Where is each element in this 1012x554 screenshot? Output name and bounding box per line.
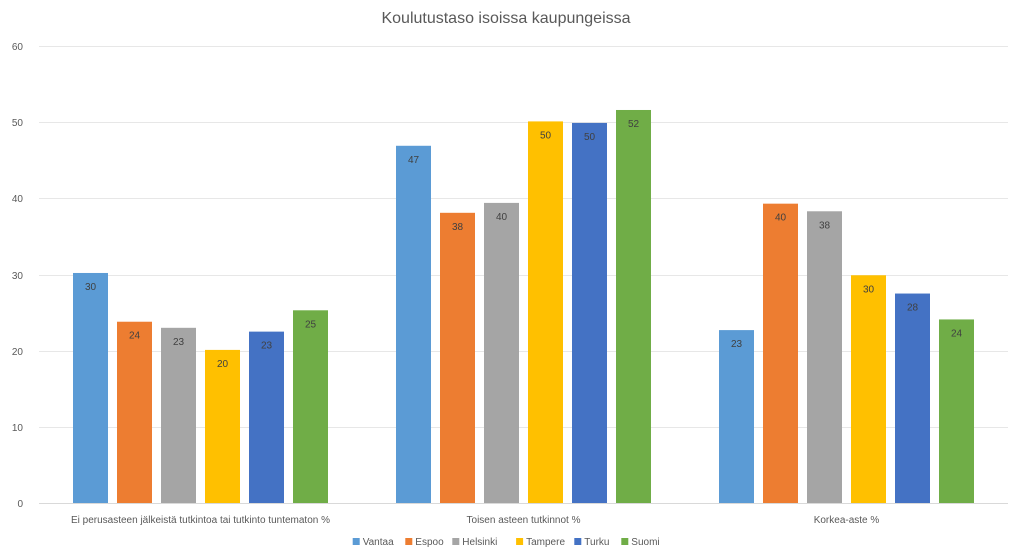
data-label: 50: [540, 130, 552, 141]
bar: [484, 202, 519, 504]
data-label: 30: [85, 282, 97, 293]
bars: [73, 109, 974, 504]
data-label: 25: [305, 319, 317, 330]
data-label: 24: [951, 328, 963, 339]
legend-swatch: [516, 538, 524, 545]
legend-swatch: [405, 538, 413, 545]
data-label: 28: [907, 303, 919, 314]
data-label: 40: [775, 213, 787, 224]
legend-swatch: [574, 538, 582, 545]
data-label: 38: [452, 222, 464, 233]
bar: [807, 211, 842, 503]
y-tick-label: 50: [12, 118, 24, 129]
bar: [205, 349, 240, 503]
x-tick-label: Toisen asteen tutkinnot %: [467, 515, 581, 526]
bar: [249, 331, 284, 503]
y-tick-label: 0: [17, 499, 23, 510]
bar: [616, 109, 651, 503]
legend-entry: Suomi: [631, 537, 659, 548]
y-tick-label: 30: [12, 271, 24, 282]
data-label: 30: [863, 284, 875, 295]
bar: [895, 293, 930, 503]
legend-swatch: [621, 538, 629, 545]
chart-title: Koulutustaso isoissa kaupungeissa: [381, 10, 630, 27]
bar: [293, 310, 328, 503]
y-axis-ticks: 0 10 20 30 40 50 60: [12, 42, 24, 510]
data-label: 50: [584, 132, 596, 143]
bar: [763, 203, 798, 504]
x-tick-label: Korkea-aste %: [814, 515, 880, 526]
bar: [572, 122, 607, 503]
data-label: 20: [217, 359, 229, 370]
data-label: 40: [496, 212, 508, 223]
data-labels: 30 24 23 20 23 25 47 38 40 50 50 52 23 40 38 30 28 24: [85, 119, 963, 370]
legend-entry: Tampere: [526, 537, 565, 548]
bar: [396, 145, 431, 504]
y-tick-label: 60: [12, 42, 24, 53]
legend-entry: Vantaa: [363, 537, 394, 548]
bar: [440, 212, 475, 503]
bar: [528, 121, 563, 503]
legend: Vantaa Espoo Helsinki Tampere Turku Suomi: [352, 537, 660, 548]
data-label: 23: [731, 339, 743, 350]
bar: [161, 327, 196, 503]
bar: [939, 319, 974, 503]
legend-entry: Espoo: [415, 537, 444, 548]
gridlines: [39, 46, 1008, 504]
bar: [73, 272, 108, 503]
x-axis-categories: Ei perusasteen jälkeistä tutkintoa tai t…: [71, 515, 879, 526]
y-tick-label: 20: [12, 347, 24, 358]
bar: [851, 275, 886, 503]
legend-entry: Turku: [584, 537, 609, 548]
bar: [719, 330, 754, 503]
data-label: 23: [173, 337, 185, 348]
x-tick-label: Ei perusasteen jälkeistä tutkintoa tai t…: [71, 515, 330, 526]
data-label: 52: [628, 119, 640, 130]
y-tick-label: 40: [12, 194, 24, 205]
legend-swatch: [452, 538, 460, 545]
legend-entry: Helsinki: [462, 537, 497, 548]
data-label: 38: [819, 220, 831, 231]
legend-swatch: [352, 538, 360, 545]
bar: [117, 321, 152, 503]
data-label: 23: [261, 341, 273, 352]
data-label: 47: [408, 155, 420, 166]
data-label: 24: [129, 331, 141, 342]
y-tick-label: 10: [12, 423, 24, 434]
